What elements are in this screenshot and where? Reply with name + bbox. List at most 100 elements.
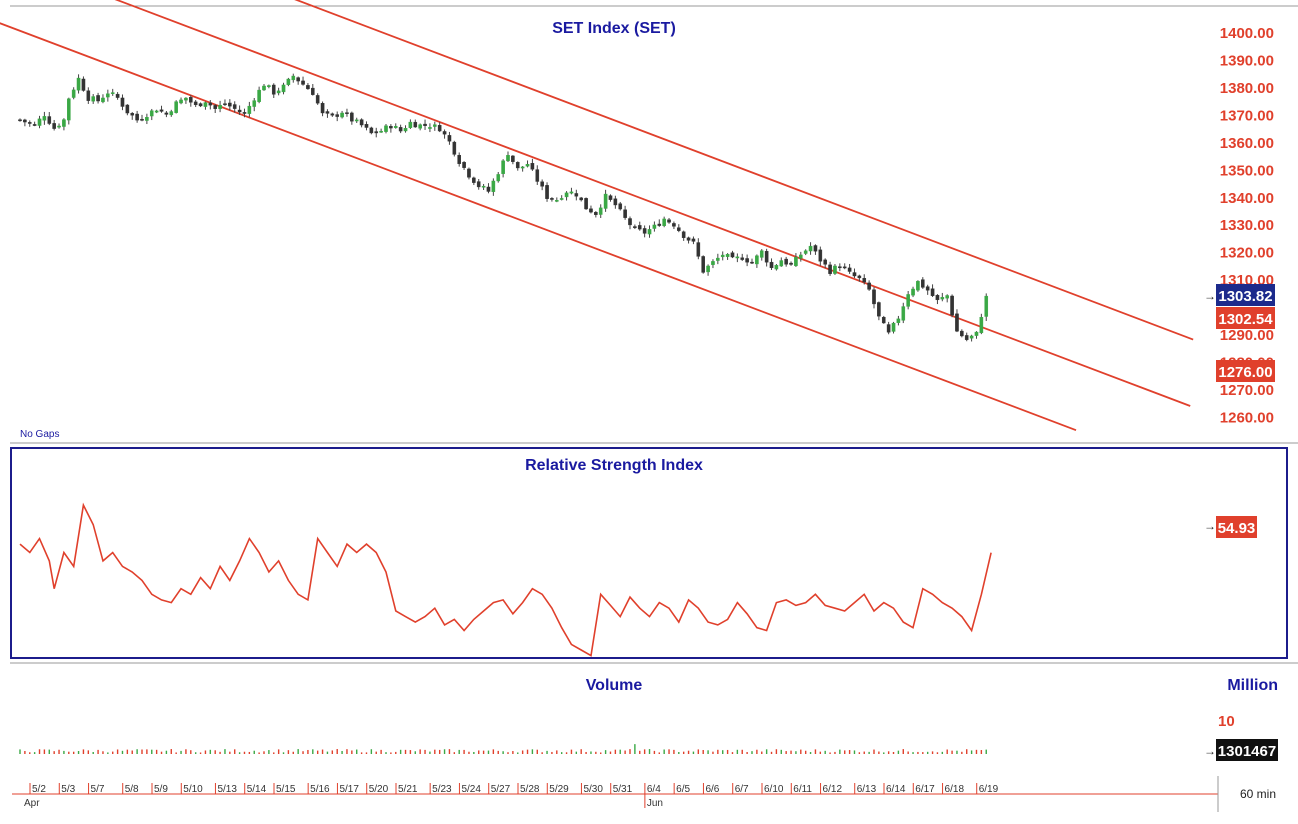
volume-bar xyxy=(848,750,851,754)
lower-line-tag xyxy=(1216,360,1275,382)
volume-bar xyxy=(604,750,607,754)
volume-bar xyxy=(590,751,592,754)
candle xyxy=(735,253,740,263)
volume-bar xyxy=(131,750,133,754)
candle xyxy=(896,315,901,326)
candle xyxy=(881,315,886,324)
volume-bar xyxy=(409,750,412,754)
candle xyxy=(838,263,842,272)
volume-bar xyxy=(482,750,485,754)
candle xyxy=(545,182,549,202)
candle xyxy=(262,83,266,91)
volume-bar xyxy=(546,750,548,754)
volume-bar xyxy=(844,750,846,754)
volume-bar xyxy=(873,749,875,754)
price-tick-label: 1270.00 xyxy=(1220,382,1274,399)
price-tick-label: 1350.00 xyxy=(1220,162,1274,179)
no-gaps-label: No Gaps xyxy=(20,429,59,440)
volume-bar xyxy=(731,752,734,754)
candle xyxy=(813,244,818,255)
volume-bar xyxy=(502,751,504,754)
volume-bar xyxy=(663,749,665,754)
candle xyxy=(823,258,827,269)
candle xyxy=(672,221,676,230)
candle xyxy=(637,221,642,231)
price-tick-label: 1330.00 xyxy=(1220,217,1274,234)
candle xyxy=(398,124,403,134)
candle xyxy=(642,225,647,238)
volume-bar xyxy=(556,750,558,754)
candle xyxy=(379,128,383,133)
volume-bar xyxy=(624,750,626,754)
volume-bar xyxy=(356,749,358,754)
date-tick-label: 5/9 xyxy=(154,784,168,795)
volume-bar xyxy=(970,750,973,754)
candle xyxy=(81,76,86,92)
candle xyxy=(711,259,715,269)
volume-bar xyxy=(912,752,914,754)
volume-bar xyxy=(863,751,865,754)
volume-bar xyxy=(819,751,822,754)
candle xyxy=(974,331,979,339)
candle xyxy=(247,101,252,118)
candle xyxy=(506,151,510,162)
volume-bar xyxy=(775,749,778,754)
candle xyxy=(472,176,476,186)
volume-bar xyxy=(443,749,446,754)
candle xyxy=(115,92,120,100)
volume-bar xyxy=(756,749,758,754)
volume-bar xyxy=(92,752,94,754)
candle xyxy=(42,111,47,125)
volume-bar xyxy=(38,749,41,754)
volume-bar xyxy=(424,749,426,754)
volume-bar xyxy=(390,752,392,754)
candle xyxy=(218,100,222,113)
volume-bar xyxy=(575,751,578,754)
volume-bar xyxy=(341,751,343,754)
candle xyxy=(91,94,95,104)
candle xyxy=(745,254,749,267)
candle xyxy=(930,284,935,298)
candle xyxy=(555,197,559,203)
candle xyxy=(57,123,61,129)
candle xyxy=(984,293,989,321)
channel-lines xyxy=(0,0,1194,432)
volume-bar xyxy=(926,751,929,754)
candle xyxy=(393,123,398,129)
volume-bar xyxy=(453,752,456,754)
candle xyxy=(149,108,154,121)
volume-bar xyxy=(497,750,499,754)
candle xyxy=(774,264,779,271)
candle xyxy=(252,97,257,112)
date-tick-label: 6/4 xyxy=(647,784,661,795)
date-tick-label: 5/14 xyxy=(247,784,267,795)
candle xyxy=(906,291,910,310)
volume-bar xyxy=(966,749,968,754)
volume-bar xyxy=(385,752,387,754)
candle xyxy=(442,129,447,139)
volume-bar xyxy=(507,752,509,754)
candle xyxy=(662,216,666,228)
volume-bar xyxy=(824,750,826,754)
volume-bar xyxy=(526,749,529,754)
volume-bar xyxy=(707,750,709,754)
candle xyxy=(188,95,193,107)
volume-bar xyxy=(512,751,514,754)
candle xyxy=(818,246,823,266)
date-tick-label: 6/12 xyxy=(823,784,843,795)
candle xyxy=(833,264,837,275)
candle xyxy=(198,102,203,108)
candle xyxy=(525,160,530,168)
price-tick-label: 1340.00 xyxy=(1220,190,1274,207)
date-tick-label: 6/7 xyxy=(735,784,749,795)
date-tick-label: 5/27 xyxy=(491,784,511,795)
volume-bar xyxy=(897,750,900,754)
volume-bar xyxy=(219,751,221,754)
volume-bar xyxy=(614,749,617,754)
candle xyxy=(808,242,813,255)
candle xyxy=(96,92,100,104)
volume-bar xyxy=(297,749,299,754)
candle xyxy=(618,201,623,211)
candle xyxy=(584,197,588,210)
